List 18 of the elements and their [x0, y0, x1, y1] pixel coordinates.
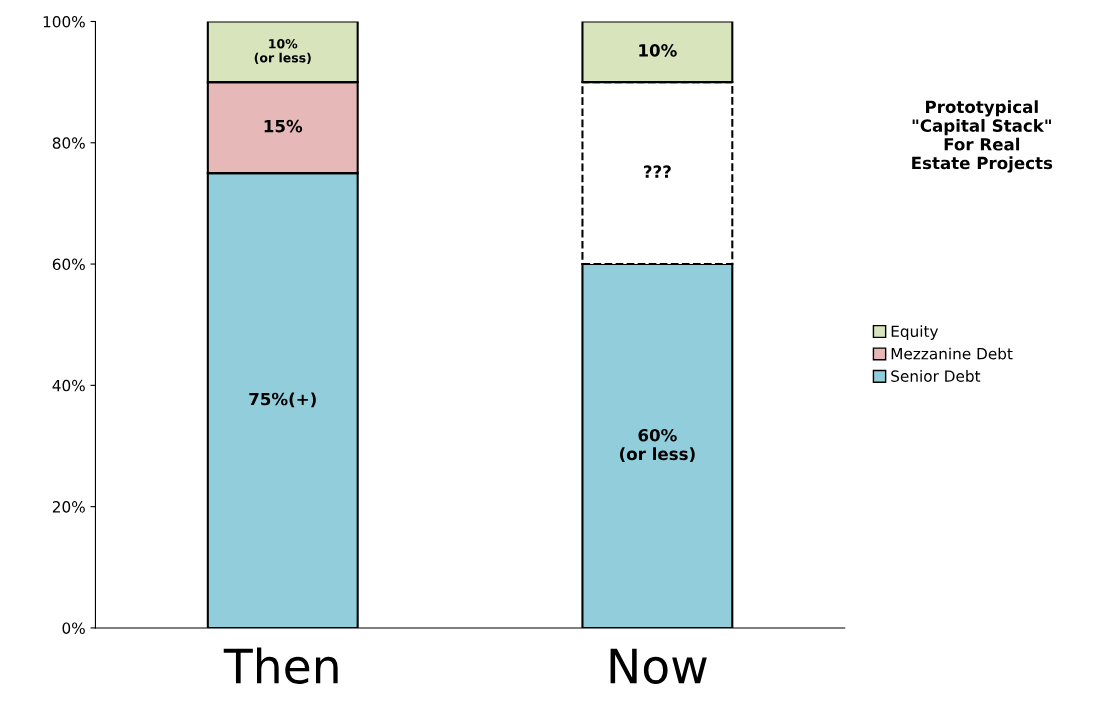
- y-tick-label: 80%: [52, 137, 85, 149]
- data-label: ???: [644, 165, 671, 178]
- y-tick-label: 60%: [52, 258, 85, 271]
- y-tick-label: 100%: [43, 15, 85, 28]
- x-tick-label: Now: [610, 648, 707, 684]
- y-tick-label: 0%: [62, 622, 85, 634]
- data-label: 60% (or less): [620, 428, 695, 463]
- x-tick-label: Then: [223, 647, 338, 684]
- legend-label: Equity: [891, 325, 939, 340]
- y-tick-label: 40%: [52, 379, 85, 392]
- data-label: 10%: [639, 44, 677, 57]
- legend-label: Senior Debt: [891, 370, 981, 382]
- legend-label: Mezzanine Debt: [891, 347, 1013, 360]
- data-label: 75%(+): [249, 392, 316, 408]
- data-label: 15%: [264, 119, 303, 133]
- y-tick-label: 20%: [52, 501, 85, 513]
- data-label: 10% (or less): [254, 38, 311, 64]
- text: Prototypical "Capital Stack" For Real Estate Projects: [912, 100, 1053, 173]
